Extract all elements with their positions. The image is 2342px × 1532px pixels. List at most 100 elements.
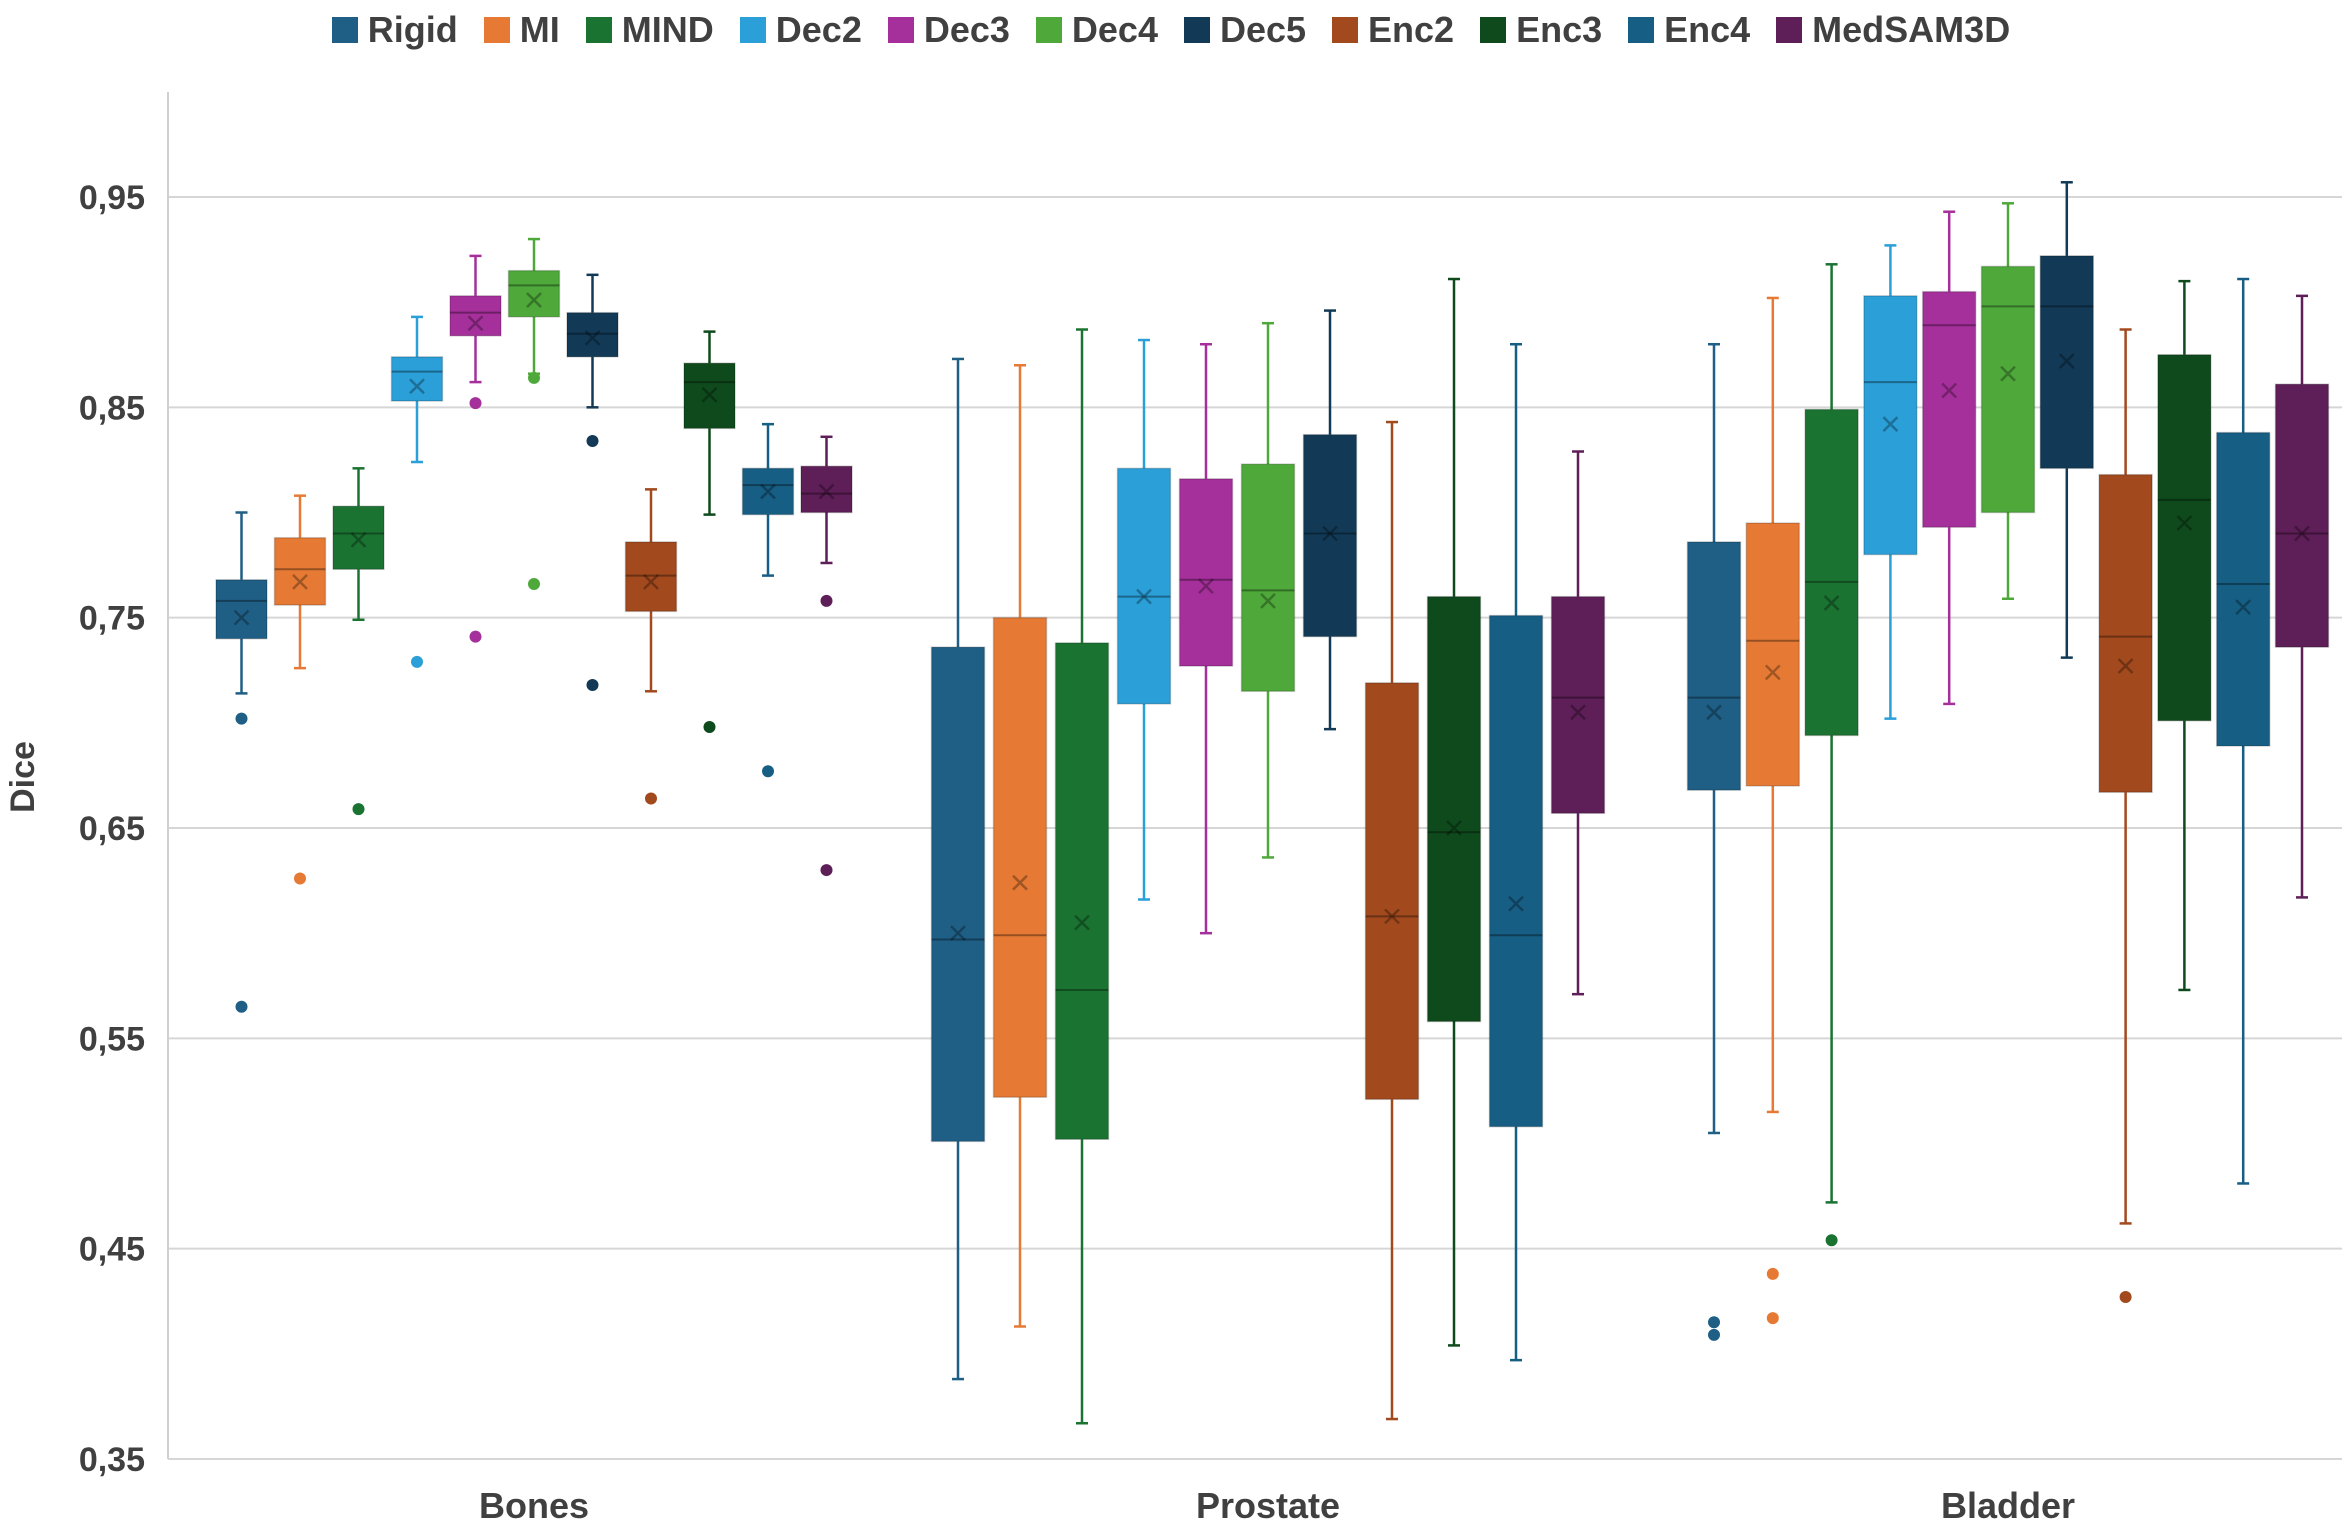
box-bones-enc3 <box>683 330 736 734</box>
box-iqr <box>1686 541 1742 791</box>
outlier-point <box>820 594 833 607</box>
mean-marker <box>2235 599 2252 616</box>
box-prostate-enc2 <box>1364 420 1420 1421</box>
box-iqr <box>449 295 502 337</box>
box-iqr <box>390 356 444 402</box>
mean-marker <box>2176 515 2193 531</box>
y-tick-label: 0,45 <box>79 1231 145 1269</box>
y-tick-label: 0,75 <box>79 600 145 638</box>
y-tick-label: 0,65 <box>79 810 145 848</box>
outlier-point <box>586 678 599 691</box>
x-axis-categories: Bones Prostate Bladder <box>479 1485 2075 1526</box>
legend-swatch <box>1035 17 1062 43</box>
mean-marker <box>1012 874 1028 891</box>
gridlines <box>168 196 2342 1460</box>
mean-marker <box>2058 353 2075 369</box>
box-bladder-dec2 <box>1863 244 1918 720</box>
mean-marker <box>1941 382 1958 399</box>
legend-swatch <box>331 17 358 43</box>
legend-label: Enc2 <box>1368 9 1455 50</box>
outlier-point <box>1708 1316 1720 1329</box>
legend-swatch <box>887 17 914 43</box>
box-iqr <box>1426 595 1482 1023</box>
mean-marker <box>350 531 367 548</box>
mean-marker <box>1198 578 1214 595</box>
mean-marker <box>1074 914 1090 931</box>
legend-item-rigid: Rigid <box>331 9 458 51</box>
box-iqr <box>273 536 327 606</box>
box-iqr <box>992 616 1048 1098</box>
legend-item-enc2: Enc2 <box>1332 9 1454 51</box>
box-iqr <box>1745 522 1801 787</box>
outlier-point <box>1825 1234 1838 1247</box>
box-iqr <box>1054 642 1110 1141</box>
box-iqr <box>1116 467 1172 705</box>
legend-swatch <box>739 17 766 43</box>
mean-marker <box>1764 664 1781 681</box>
box-iqr <box>1550 595 1606 815</box>
box-iqr <box>2215 431 2271 747</box>
mean-marker <box>526 292 542 308</box>
legend-label: Rigid <box>367 9 458 50</box>
y-tick-label: 0,55 <box>79 1020 145 1058</box>
mean-marker <box>1446 820 1462 836</box>
box-plots <box>215 181 2330 1425</box>
y-tick-label: 0,95 <box>79 179 145 217</box>
box-bladder-mind <box>1804 263 1859 1247</box>
legend-item-enc3: Enc3 <box>1480 9 1602 51</box>
box-prostate-rigid <box>930 357 986 1381</box>
y-axis-title: Dice <box>4 741 42 813</box>
box-bones-mi <box>273 494 327 885</box>
box-iqr <box>1178 478 1234 667</box>
box-prostate-dec4 <box>1240 321 1296 859</box>
box-iqr <box>800 465 853 514</box>
outlier-point <box>352 803 365 816</box>
mean-marker <box>2117 658 2134 674</box>
box-iqr <box>1488 614 1544 1128</box>
mean-marker <box>1882 416 1899 433</box>
legend-item-dec5: Dec5 <box>1183 9 1306 51</box>
box-iqr <box>2274 383 2330 648</box>
box-bones-enc4 <box>741 422 795 778</box>
legend-label: Dec4 <box>1071 9 1158 50</box>
mean-marker <box>701 386 718 403</box>
y-tick-label: 0,85 <box>79 389 145 427</box>
box-iqr <box>507 269 561 318</box>
box-prostate-dec3 <box>1178 342 1234 935</box>
box-iqr <box>1863 295 1918 556</box>
mean-marker <box>233 609 250 626</box>
box-bladder-enc2 <box>2098 328 2153 1304</box>
mean-marker <box>292 574 308 590</box>
outlier-point <box>411 655 423 668</box>
legend-swatch <box>1628 17 1655 43</box>
box-bladder-medsam3d <box>2274 294 2330 899</box>
outlier-point <box>645 792 657 805</box>
legend-label: MedSAM3D <box>1812 9 2011 50</box>
legend-item-medsam3d: MedSAM3D <box>1776 9 2010 51</box>
outlier-point <box>1766 1312 1779 1325</box>
box-prostate-mind <box>1054 328 1110 1425</box>
legend-swatch <box>483 17 510 43</box>
box-iqr <box>930 646 986 1143</box>
box-bones-dec5 <box>566 273 619 691</box>
mean-marker <box>1706 704 1722 721</box>
legend: Rigid MI MIND Dec2 Dec3 Dec4 Dec5 Enc2 Enc3 Enc4 M… <box>0 8 2342 52</box>
category-label-prostate: Prostate <box>1196 1485 1340 1526</box>
box-bladder-enc3 <box>2157 279 2212 992</box>
box-bladder-rigid <box>1686 342 1742 1341</box>
box-iqr <box>1980 265 2036 514</box>
legend-item-dec2: Dec2 <box>739 9 862 51</box>
box-iqr <box>1804 408 1859 737</box>
legend-item-enc4: Enc4 <box>1628 9 1750 51</box>
mean-marker <box>1260 592 1276 609</box>
box-iqr <box>566 311 619 358</box>
category-label-bladder: Bladder <box>1941 1485 2075 1526</box>
box-iqr <box>1921 290 1977 528</box>
mean-marker <box>2294 525 2310 542</box>
outlier-point <box>528 578 540 591</box>
outlier-point <box>294 872 306 885</box>
legend-item-mind: MIND <box>585 9 714 51</box>
legend-swatch <box>1332 17 1359 43</box>
box-iqr <box>1364 682 1420 1101</box>
